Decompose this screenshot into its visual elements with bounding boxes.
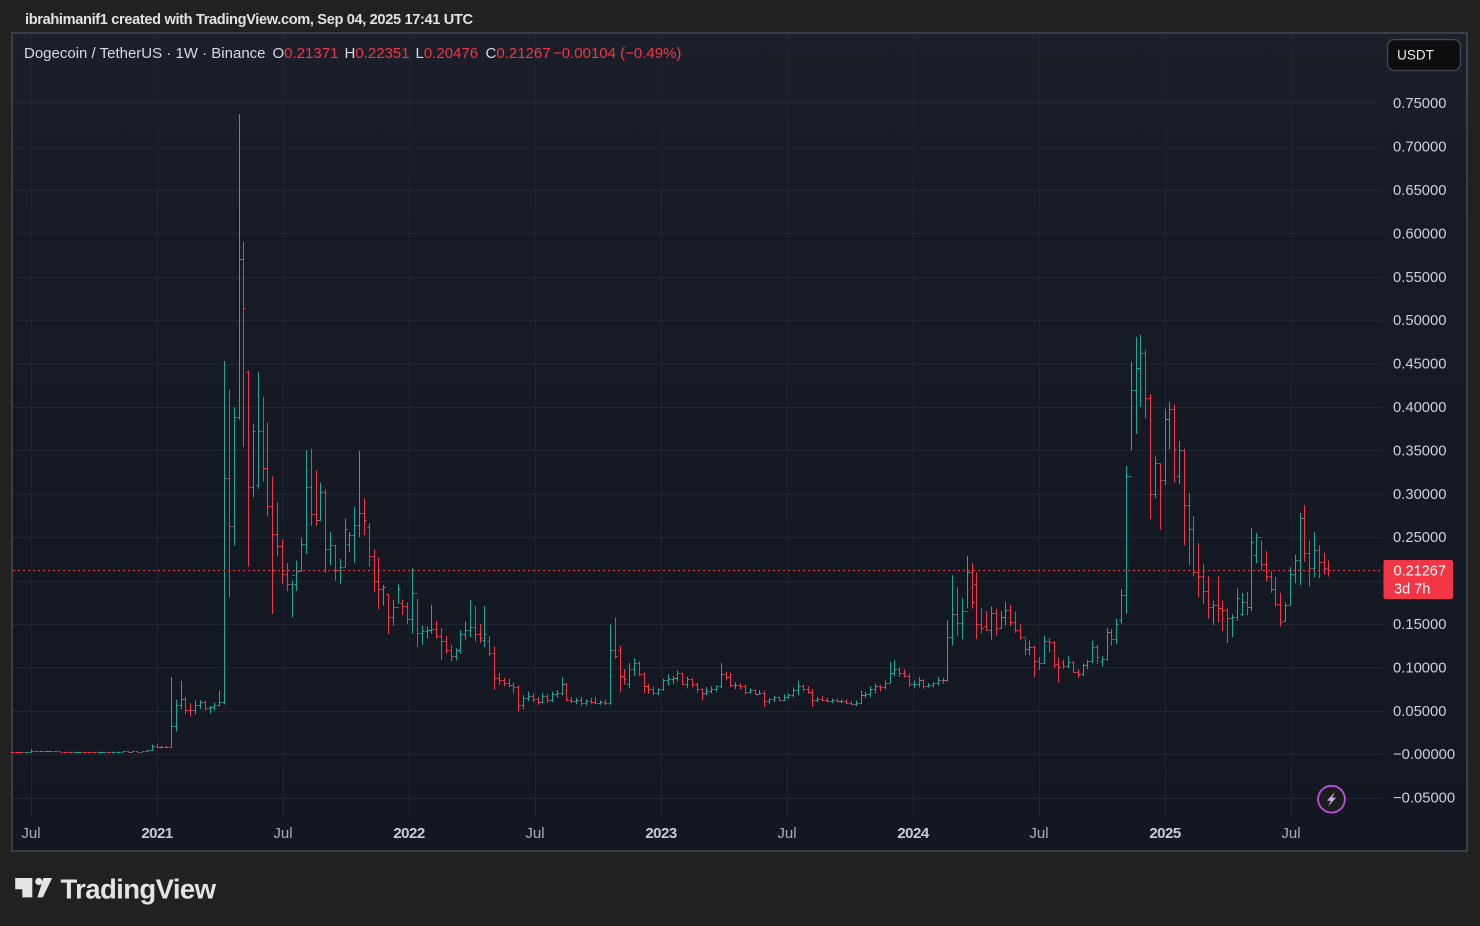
svg-text:0.15000: 0.15000 bbox=[1393, 617, 1447, 633]
svg-text:2021: 2021 bbox=[141, 825, 173, 842]
svg-text:0.55000: 0.55000 bbox=[1393, 270, 1447, 286]
svg-text:0.45000: 0.45000 bbox=[1393, 357, 1447, 373]
svg-text:ibrahimanif1 created with Trad: ibrahimanif1 created with TradingView.co… bbox=[25, 12, 473, 28]
svg-text:C0.21267: C0.21267 bbox=[486, 45, 551, 62]
svg-text:2025: 2025 bbox=[1149, 825, 1181, 842]
svg-text:2023: 2023 bbox=[645, 825, 677, 842]
svg-text:0.10000: 0.10000 bbox=[1393, 660, 1447, 676]
svg-text:L0.20476: L0.20476 bbox=[416, 45, 479, 62]
svg-text:0.75000: 0.75000 bbox=[1393, 96, 1447, 112]
svg-text:2022: 2022 bbox=[393, 825, 425, 842]
svg-text:Jul: Jul bbox=[777, 825, 796, 842]
svg-text:O0.21371: O0.21371 bbox=[273, 45, 339, 62]
svg-text:0.60000: 0.60000 bbox=[1393, 226, 1447, 242]
svg-text:Jul: Jul bbox=[21, 825, 40, 842]
svg-text:0.40000: 0.40000 bbox=[1393, 400, 1447, 416]
svg-text:0.21267: 0.21267 bbox=[1394, 564, 1446, 580]
svg-text:0.05000: 0.05000 bbox=[1393, 704, 1447, 720]
svg-text:0.25000: 0.25000 bbox=[1393, 530, 1447, 546]
svg-text:USDT: USDT bbox=[1397, 48, 1434, 63]
svg-text:2024: 2024 bbox=[897, 825, 930, 842]
svg-text:0.70000: 0.70000 bbox=[1393, 140, 1447, 156]
svg-text:−0.00104 (−0.49%): −0.00104 (−0.49%) bbox=[553, 45, 681, 62]
svg-text:TradingView: TradingView bbox=[61, 874, 217, 905]
svg-text:−0.00000: −0.00000 bbox=[1393, 747, 1455, 763]
svg-text:0.65000: 0.65000 bbox=[1393, 183, 1447, 199]
svg-text:Jul: Jul bbox=[273, 825, 292, 842]
svg-text:3d 7h: 3d 7h bbox=[1394, 582, 1430, 598]
svg-text:Jul: Jul bbox=[525, 825, 544, 842]
svg-text:−0.05000: −0.05000 bbox=[1393, 791, 1455, 807]
svg-text:0.50000: 0.50000 bbox=[1393, 313, 1447, 329]
svg-text:0.30000: 0.30000 bbox=[1393, 487, 1447, 503]
svg-text:0.35000: 0.35000 bbox=[1393, 443, 1447, 459]
svg-text:H0.22351: H0.22351 bbox=[345, 45, 410, 62]
svg-text:Jul: Jul bbox=[1281, 825, 1300, 842]
svg-text:Dogecoin / TetherUS · 1W · Bin: Dogecoin / TetherUS · 1W · Binance bbox=[24, 45, 266, 62]
svg-text:Jul: Jul bbox=[1029, 825, 1048, 842]
